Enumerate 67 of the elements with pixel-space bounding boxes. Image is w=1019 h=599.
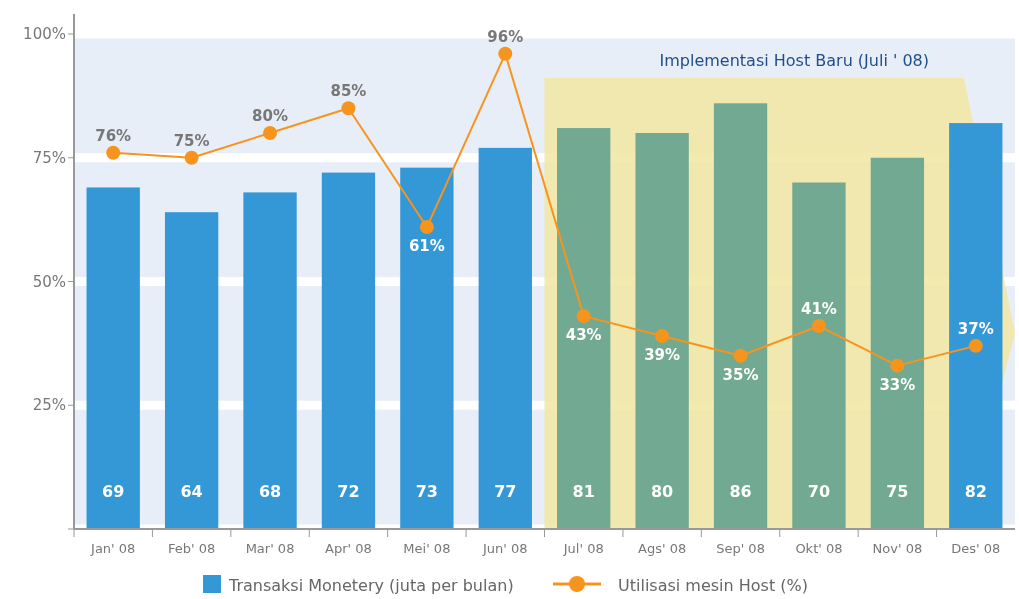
x-tick-label: Feb' 08	[167, 541, 216, 556]
data-label: 82	[964, 482, 987, 501]
x-tick-label: Des' 08	[951, 541, 1001, 556]
bar	[164, 212, 219, 529]
x-tick-label: Apr' 08	[325, 541, 372, 556]
x-tick-label: Okt' 08	[795, 541, 843, 556]
data-label: 39%	[644, 345, 681, 364]
bar	[321, 172, 376, 529]
x-tick-label: Jun' 08	[482, 541, 528, 556]
data-label: 70	[807, 482, 831, 501]
bar	[400, 167, 454, 529]
point	[106, 145, 121, 160]
point	[811, 319, 826, 334]
point	[733, 348, 748, 363]
point	[341, 101, 356, 116]
point	[576, 309, 591, 324]
data-label: 33%	[879, 375, 916, 394]
y-tick-label: 75%	[32, 148, 66, 167]
data-label: 37%	[957, 319, 994, 338]
data-label: 72	[337, 482, 360, 501]
y-tick-label: 100%	[23, 25, 66, 43]
data-label: 85%	[330, 82, 367, 101]
data-label: 80	[650, 482, 674, 501]
data-label: 75%	[173, 131, 210, 150]
data-label: 69	[102, 482, 125, 501]
data-label: 41%	[801, 300, 837, 319]
bar	[792, 182, 846, 529]
bar	[557, 128, 611, 529]
data-label: 64	[180, 482, 203, 501]
bar	[86, 187, 140, 529]
bar	[949, 123, 1003, 529]
legend-label: Transaksi Monetery (juta per bulan)	[228, 576, 514, 595]
point	[263, 126, 278, 140]
data-label: 68	[258, 482, 282, 501]
legend-label: Utilisasi mesin Host (%)	[618, 576, 808, 595]
x-tick-label: Sep' 08	[716, 541, 765, 556]
data-label: 43%	[565, 326, 602, 345]
x-tick-label: Jan' 08	[90, 541, 136, 556]
point	[419, 220, 434, 235]
x-tick-label: Mei' 08	[403, 541, 451, 556]
y-tick-label: 25%	[32, 396, 66, 415]
band-label: Implementasi Host Baru (Juli ' 08)	[659, 51, 930, 70]
bar	[713, 103, 768, 529]
point	[655, 328, 670, 343]
data-label: 35%	[722, 365, 759, 384]
bar	[635, 133, 689, 529]
data-label: 96%	[487, 27, 524, 46]
data-label: 86	[729, 482, 752, 501]
data-label: 76%	[95, 126, 132, 145]
point	[498, 46, 513, 61]
point	[890, 358, 905, 373]
data-label: 61%	[408, 237, 445, 256]
point	[968, 338, 983, 353]
data-label: 81	[572, 482, 595, 501]
x-tick-label: Mar' 08	[245, 541, 295, 556]
bar	[870, 157, 925, 529]
data-label: 73	[415, 482, 439, 501]
bar	[478, 147, 532, 529]
data-label: 80%	[252, 107, 288, 125]
data-label: 75	[886, 482, 909, 501]
bar	[243, 192, 297, 529]
x-tick-label: Nov' 08	[872, 541, 923, 556]
data-label: 77	[494, 482, 517, 501]
y-tick-label: 50%	[32, 272, 66, 291]
point	[184, 150, 199, 165]
x-tick-label: Jul' 08	[562, 541, 604, 556]
x-tick-label: Ags' 08	[638, 541, 687, 556]
